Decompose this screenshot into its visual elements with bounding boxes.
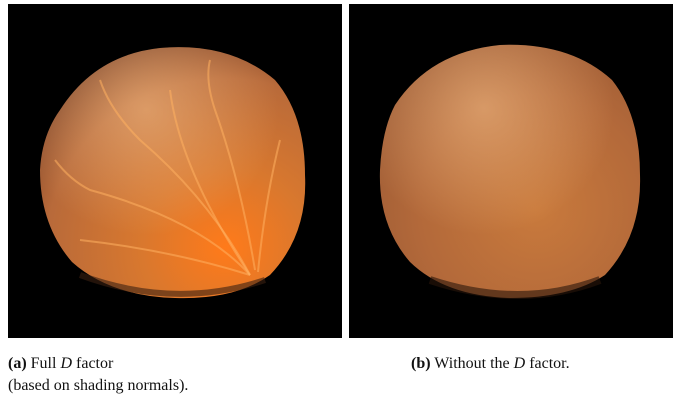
caption-emphasis: D — [60, 355, 73, 372]
sphere-b — [379, 44, 641, 299]
caption-label: (a) — [8, 355, 27, 372]
caption-text: factor — [76, 355, 114, 372]
caption-text: (based on shading normals). — [8, 377, 189, 394]
figure-images — [8, 4, 673, 338]
caption-emphasis: D — [513, 355, 526, 372]
caption-text: Full — [30, 355, 57, 372]
caption-text: Without the — [434, 355, 510, 372]
sphere-a — [40, 47, 306, 299]
caption-a: (a) Full D factor (based on shading norm… — [8, 353, 188, 397]
caption-label: (b) — [411, 355, 431, 372]
caption-text: factor. — [529, 355, 570, 372]
caption-b: (b) Without the D factor. — [411, 353, 570, 375]
